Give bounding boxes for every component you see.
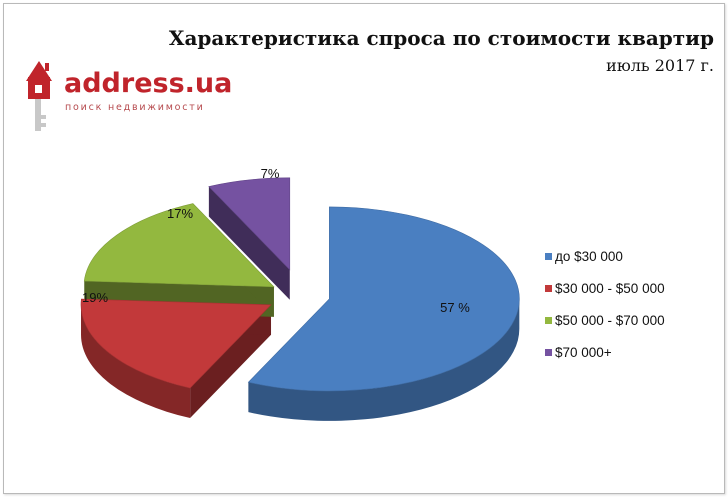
slice-side-0-0 <box>248 298 520 421</box>
pie-slice <box>208 177 291 271</box>
legend-label: $50 000 - $70 000 <box>555 312 665 328</box>
pie-slice <box>83 203 275 288</box>
legend-item: $30 000 - $50 000 <box>545 272 665 304</box>
slice-value-label: 17% <box>167 206 193 221</box>
pie-slice <box>80 298 272 389</box>
pie-tops: 57 % 19% 17% 7% <box>80 166 520 392</box>
legend-swatch <box>545 316 552 324</box>
chart-subtitle: июль 2017 г. <box>606 56 714 75</box>
legend-item: до $30 000 <box>545 240 665 272</box>
slice-value-label: 57 % <box>440 300 470 315</box>
slice-value-label: 19% <box>82 290 108 305</box>
legend-label: $70 000+ <box>555 344 612 360</box>
address-ua-logo: address.ua поиск недвижимости <box>22 55 232 140</box>
logo-wordmark: address.ua <box>64 68 233 99</box>
legend-swatch <box>545 252 552 260</box>
pie-slice <box>247 206 520 392</box>
house-key-icon <box>26 61 52 131</box>
chart-legend: до $30 000 $30 000 - $50 000 $50 000 - $70… <box>545 240 665 368</box>
legend-item: $70 000+ <box>545 336 665 368</box>
logo-tagline: поиск недвижимости <box>65 102 205 113</box>
legend-swatch <box>545 348 552 356</box>
legend-label: $30 000 - $50 000 <box>555 280 665 296</box>
slice-value-label: 7% <box>261 166 280 181</box>
legend-label: до $30 000 <box>555 248 623 264</box>
chart-title: Характеристика спроса по стоимости кварт… <box>168 26 714 50</box>
legend-swatch <box>545 284 552 292</box>
slice-wall-3-0 <box>208 186 290 300</box>
legend-item: $50 000 - $70 000 <box>545 304 665 336</box>
slice-side-1-0 <box>81 304 191 419</box>
